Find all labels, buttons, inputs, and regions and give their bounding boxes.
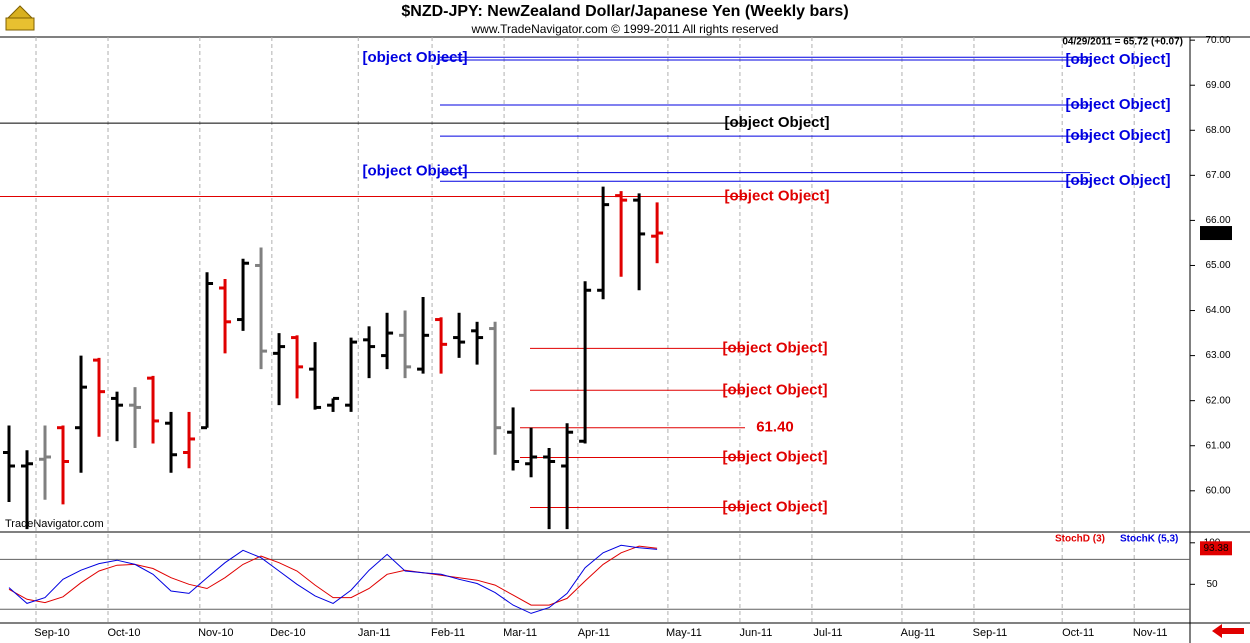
price-bar xyxy=(75,355,88,473)
x-tick-label: Feb-11 xyxy=(431,627,465,639)
price-bar xyxy=(471,321,484,365)
price-bar xyxy=(57,425,70,505)
logo xyxy=(5,5,35,31)
price-bar xyxy=(111,391,124,442)
price-bar xyxy=(453,312,466,358)
x-tick-label: Nov-10 xyxy=(198,627,233,639)
x-tick-label: Oct-11 xyxy=(1062,627,1094,639)
price-bar xyxy=(525,427,538,478)
price-bar xyxy=(489,321,502,455)
chart-title: $NZD-JPY: NewZealand Dollar/Japanese Yen… xyxy=(401,3,848,20)
price-bar xyxy=(345,337,358,412)
last-value-label: 65.72 xyxy=(1203,228,1228,239)
info-text: 04/29/2011 = 65.72 (+0.07) xyxy=(1062,37,1183,48)
price-bar xyxy=(3,425,16,503)
price-bar xyxy=(615,191,628,277)
price-bar xyxy=(165,411,178,473)
price-bar xyxy=(327,396,340,412)
legend-entry: StochD (3) xyxy=(1055,534,1105,545)
x-tick-label: Mar-11 xyxy=(503,627,537,639)
price-bar xyxy=(543,447,556,530)
x-tick-label: Oct-10 xyxy=(108,627,141,639)
last-value-tag xyxy=(1200,541,1232,556)
price-bar xyxy=(219,278,232,354)
x-tick-label: Sep-11 xyxy=(973,627,1008,639)
x-tick-label: Apr-11 xyxy=(578,627,610,639)
legend-entry: StochK (5,3) xyxy=(1120,534,1178,545)
price-bar xyxy=(399,310,412,379)
y-tick-label: 63.00 xyxy=(1205,350,1230,361)
y-tick-label: 70.00 xyxy=(1205,35,1230,46)
price-bar xyxy=(633,193,646,291)
price-bar xyxy=(579,281,592,444)
x-tick-label: May-11 xyxy=(666,627,702,639)
x-tick-label: Aug-11 xyxy=(901,627,936,639)
y-tick-label: 60.00 xyxy=(1205,485,1230,496)
price-bar xyxy=(201,272,214,430)
y-tick-label: 65.00 xyxy=(1205,260,1230,271)
price-bar xyxy=(39,425,52,500)
price-bar xyxy=(309,342,322,410)
chart-subtitle: www.TradeNavigator.com © 1999-2011 All r… xyxy=(471,22,779,36)
level-label: [object Object] xyxy=(722,498,827,515)
x-tick-label: Nov-11 xyxy=(1133,627,1168,639)
level-label: [object Object] xyxy=(1065,51,1170,68)
level-label: [object Object] xyxy=(362,163,467,180)
level-label: 61.40 xyxy=(756,419,794,436)
level-label: [object Object] xyxy=(1065,96,1170,113)
last-value-label: 93.38 xyxy=(1203,543,1228,554)
scroll-arrow[interactable] xyxy=(1212,624,1244,638)
level-label: [object Object] xyxy=(1065,172,1170,189)
last-value-tag xyxy=(1200,226,1232,241)
y-tick-label: 50 xyxy=(1206,579,1218,590)
x-tick-label: Jan-11 xyxy=(358,627,391,639)
level-label: [object Object] xyxy=(722,339,827,356)
price-bar xyxy=(597,186,610,300)
x-tick-label: Jul-11 xyxy=(813,627,842,639)
price-bar xyxy=(561,423,574,530)
y-tick-label: 66.00 xyxy=(1205,215,1230,226)
level-label: [object Object] xyxy=(362,49,467,66)
level-label: [object Object] xyxy=(724,114,829,131)
stoch-line xyxy=(8,544,658,614)
price-bar xyxy=(291,335,304,399)
price-bar xyxy=(435,317,448,374)
level-label: [object Object] xyxy=(722,381,827,398)
price-bar xyxy=(147,375,160,444)
price-bar xyxy=(129,387,142,448)
price-bar xyxy=(255,247,268,370)
price-bar xyxy=(363,326,376,379)
y-tick-label: 61.00 xyxy=(1205,440,1230,451)
y-tick-label: 68.00 xyxy=(1205,125,1230,136)
price-bar xyxy=(183,411,196,469)
price-bar xyxy=(21,450,34,530)
y-tick-label: 67.00 xyxy=(1205,170,1230,181)
price-bar xyxy=(507,407,520,471)
price-bar xyxy=(381,312,394,370)
price-bar xyxy=(273,333,286,406)
level-label: [object Object] xyxy=(722,448,827,465)
price-bar xyxy=(237,258,250,331)
y-tick-label: 62.00 xyxy=(1205,395,1230,406)
y-tick-label: 69.00 xyxy=(1205,80,1230,91)
x-tick-label: Sep-10 xyxy=(34,627,69,639)
watermark: TradeNavigator.com xyxy=(5,518,104,530)
x-tick-label: Jun-11 xyxy=(740,627,773,639)
level-label: [object Object] xyxy=(724,187,829,204)
level-label: [object Object] xyxy=(1065,127,1170,144)
stoch-line xyxy=(8,545,658,606)
price-bar xyxy=(417,297,430,374)
price-bar xyxy=(93,357,106,437)
price-bar xyxy=(651,202,664,264)
y-tick-label: 64.00 xyxy=(1205,305,1230,316)
x-tick-label: Dec-10 xyxy=(270,627,305,639)
